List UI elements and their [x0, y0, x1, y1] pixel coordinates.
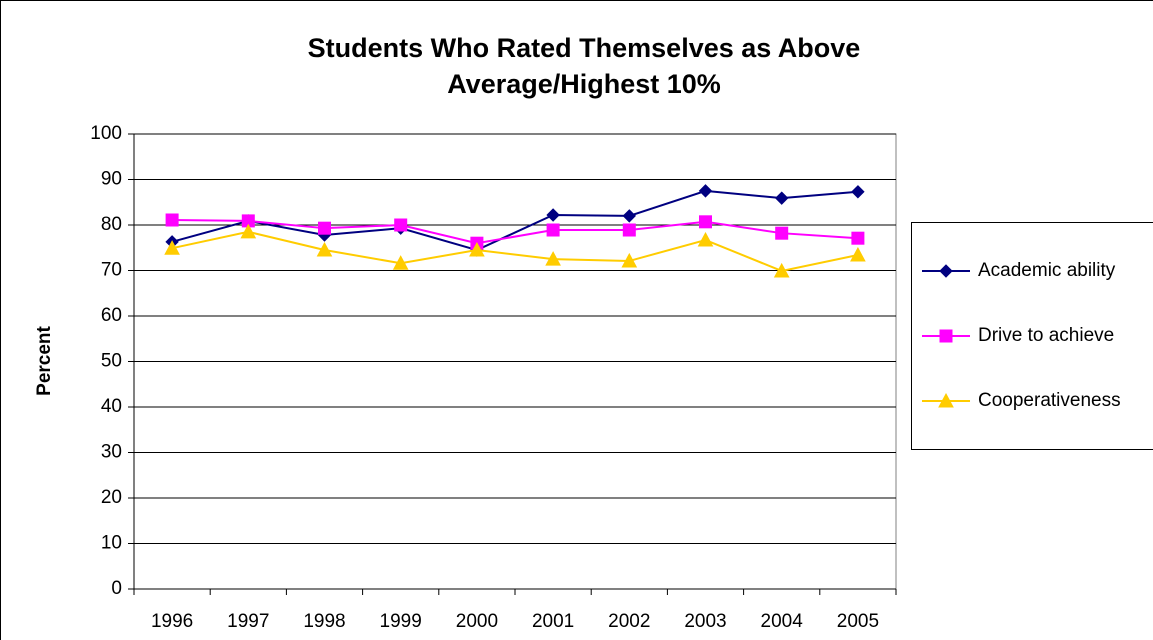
y-tick-label: 50: [101, 351, 122, 372]
legend-marker: [939, 329, 953, 343]
marker: [622, 209, 637, 223]
y-tick-label: 90: [101, 169, 122, 190]
y-tick-label: 0: [111, 578, 122, 599]
series-line: [171, 189, 858, 252]
marker: [394, 218, 408, 232]
marker: [546, 223, 560, 237]
series-line: [172, 218, 858, 245]
legend-label: Academic ability: [978, 260, 1116, 281]
marker: [546, 208, 560, 222]
series-line: [171, 230, 859, 272]
marker: [775, 226, 789, 240]
marker: [697, 231, 714, 247]
marker: [316, 241, 333, 257]
marker: [165, 213, 179, 227]
chart-title: Students Who Rated Themselves as Above A…: [307, 33, 861, 99]
x-tick-label: 2000: [456, 611, 498, 632]
y-tick-label: 10: [101, 533, 122, 554]
x-tick-label: 2001: [532, 611, 574, 632]
x-tick-label: 2003: [684, 611, 726, 632]
marker: [164, 240, 180, 255]
marker: [240, 223, 257, 239]
marker: [851, 231, 865, 245]
x-tick-label: 2002: [608, 611, 650, 632]
x-tick-label: 1999: [380, 611, 422, 632]
marker: [318, 221, 331, 235]
x-tick-label: 1997: [227, 611, 269, 632]
marker: [621, 252, 638, 268]
legend-label: Cooperativeness: [978, 390, 1121, 411]
y-axis-label: Percent: [34, 325, 55, 395]
marker: [774, 191, 789, 205]
marker: [622, 223, 636, 237]
marker: [699, 215, 712, 229]
x-tick-label: 2005: [837, 611, 879, 632]
marker: [392, 255, 409, 270]
marker: [698, 184, 713, 198]
legend-marker: [939, 264, 953, 278]
y-tick-label: 70: [101, 260, 122, 281]
x-tick-label: 2004: [761, 611, 804, 632]
legend-marker: [938, 392, 954, 408]
marker: [469, 241, 485, 257]
y-tick-label: 30: [101, 442, 122, 463]
x-tick-label: 1998: [303, 611, 345, 632]
marker: [545, 251, 561, 266]
y-tick-label: 60: [101, 305, 122, 326]
marker: [773, 262, 790, 278]
marker: [851, 185, 865, 199]
x-tick-label: 1996: [151, 611, 193, 632]
marker: [850, 246, 866, 262]
legend-label: Drive to achieve: [978, 325, 1114, 346]
y-tick-label: 100: [90, 123, 122, 144]
y-tick-label: 40: [101, 396, 122, 417]
y-tick-label: 20: [101, 487, 122, 508]
y-tick-label: 80: [101, 214, 122, 235]
